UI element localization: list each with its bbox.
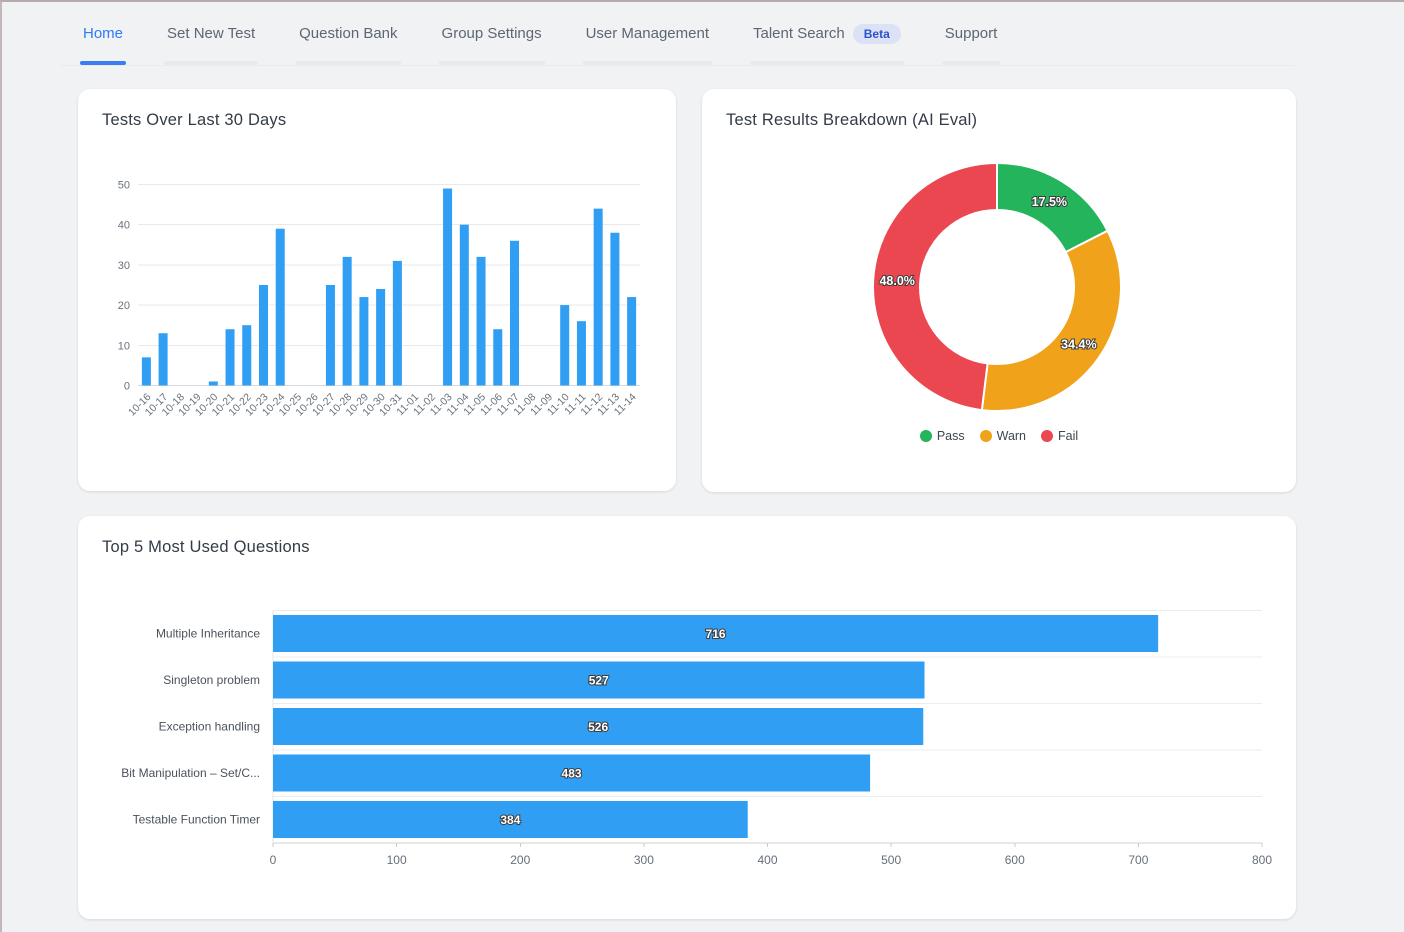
svg-text:20: 20 [118, 300, 130, 312]
tests-over-30-days-card: Tests Over Last 30 Days 0 10 20 30 40 50 10-16… [78, 89, 676, 491]
svg-text:600: 600 [1005, 853, 1025, 867]
svg-text:500: 500 [881, 853, 901, 867]
nav-item-support[interactable]: Support [941, 2, 1001, 65]
svg-text:50: 50 [118, 180, 130, 192]
svg-text:Bit Manipulation – Set/C...: Bit Manipulation – Set/C... [121, 766, 260, 780]
legend-label: Fail [1058, 429, 1079, 443]
nav-item-label: Home [83, 25, 124, 42]
svg-text:800: 800 [1252, 853, 1272, 867]
svg-text:526: 526 [588, 720, 608, 734]
svg-text:716: 716 [706, 627, 726, 641]
legend-item-warn[interactable]: Warn [979, 429, 1027, 443]
donut-legend: Pass Warn Fail [702, 429, 1296, 443]
nav-item-question-bank[interactable]: Question Bank [296, 2, 401, 65]
svg-text:10: 10 [118, 340, 130, 352]
nav-item-set-new-test[interactable]: Set New Test [164, 2, 259, 65]
results-donut-chart: 17.5% 34.4% 48.0% [872, 162, 1122, 412]
svg-text:300: 300 [634, 853, 654, 867]
test-results-card: Test Results Breakdown (AI Eval) 17.5% 34… [702, 89, 1296, 492]
tests-chart-title: Tests Over Last 30 Days [102, 111, 287, 129]
svg-text:48.0%: 48.0% [879, 274, 914, 288]
svg-text:Singleton problem: Singleton problem [163, 673, 260, 687]
svg-text:Multiple Inheritance: Multiple Inheritance [156, 627, 260, 641]
svg-text:34.4%: 34.4% [1061, 337, 1096, 351]
top-questions-card: Top 5 Most Used Questions 716 Multiple In… [78, 516, 1296, 919]
svg-text:40: 40 [118, 220, 130, 232]
nav-item-group-settings[interactable]: Group Settings [438, 2, 545, 65]
nav-item-user-management[interactable]: User Management [582, 2, 713, 65]
svg-text:17.5%: 17.5% [1032, 195, 1067, 209]
nav-item-label: Group Settings [441, 25, 542, 42]
svg-text:700: 700 [1128, 853, 1148, 867]
top-questions-title: Top 5 Most Used Questions [102, 538, 310, 556]
legend-label: Pass [936, 429, 965, 443]
results-chart-title: Test Results Breakdown (AI Eval) [726, 111, 978, 129]
svg-text:200: 200 [510, 853, 530, 867]
fail-legend-dot-icon [1041, 430, 1054, 442]
svg-text:100: 100 [387, 853, 407, 867]
svg-text:384: 384 [500, 813, 520, 827]
svg-text:400: 400 [757, 853, 777, 867]
svg-text:0: 0 [270, 853, 277, 867]
svg-text:Testable Function Timer: Testable Function Timer [133, 813, 260, 827]
svg-text:483: 483 [562, 767, 582, 781]
svg-text:30: 30 [118, 260, 130, 272]
main-nav: Home Set New Test Question Bank Group Se… [60, 2, 1294, 66]
legend-item-fail[interactable]: Fail [1041, 429, 1078, 443]
legend-item-pass[interactable]: Pass [919, 429, 965, 443]
tests-bar-chart: 0102030405010-1610-1710-1810-1910-2010-2… [118, 180, 640, 419]
top-questions-bar-chart: 716 Multiple Inheritance 527 Singleton prob… [121, 609, 1272, 867]
nav-item-home[interactable]: Home [80, 2, 127, 65]
svg-text:Exception handling: Exception handling [159, 720, 260, 734]
nav-item-label: User Management [585, 25, 709, 42]
nav-item-label: Talent Search [753, 25, 845, 42]
nav-item-talent-search[interactable]: Talent Search Beta [750, 2, 904, 65]
warn-legend-dot-icon [979, 430, 992, 442]
nav-item-label: Set New Test [167, 25, 256, 42]
nav-item-label: Support [944, 25, 998, 42]
nav-item-label: Question Bank [299, 25, 398, 42]
beta-badge: Beta [852, 23, 901, 44]
pass-legend-dot-icon [919, 430, 932, 442]
legend-label: Warn [996, 429, 1027, 443]
svg-text:527: 527 [589, 674, 609, 688]
svg-text:0: 0 [124, 381, 130, 393]
